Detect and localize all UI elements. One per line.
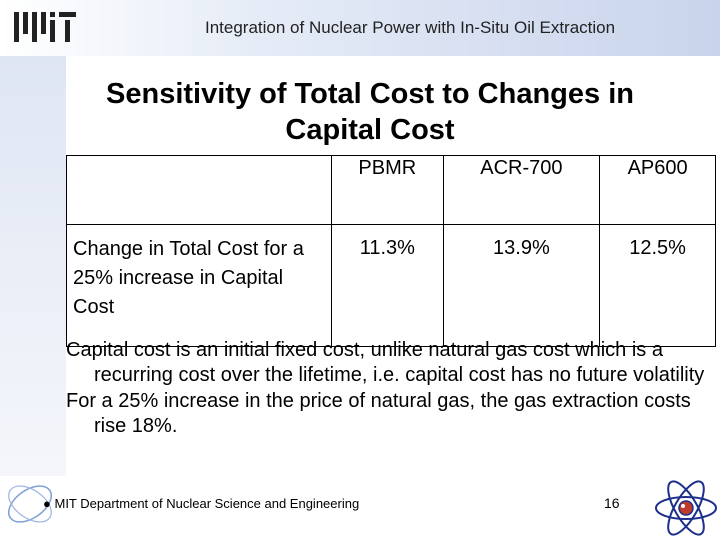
row-label: Change in Total Cost for a 25% increase … <box>66 224 332 347</box>
slide-title-line2: Capital Cost <box>285 114 455 146</box>
column-header-ap600: AP600 <box>599 155 716 225</box>
comparison-table: PBMR ACR-700 AP600 Change in Total Cost … <box>66 155 716 347</box>
value-pbmr: 11.3% <box>331 224 444 347</box>
bullet-item: For a 25% increase in the price of natur… <box>66 390 691 437</box>
header-title: Integration of Nuclear Power with In-Sit… <box>205 18 616 37</box>
table-corner-cell <box>66 155 332 225</box>
footer-department: ● MIT Department of Nuclear Science and … <box>43 496 359 511</box>
mit-logo <box>14 12 76 42</box>
header-band <box>0 0 720 56</box>
bullet-item: Capital cost is an initial fixed cost, u… <box>66 339 705 386</box>
footer-bullet: ● <box>43 496 51 511</box>
footer-department-text: MIT Department of Nuclear Science and En… <box>54 496 360 511</box>
table-row: Change in Total Cost for a 25% increase … <box>66 224 716 347</box>
page-number: 16 <box>604 495 620 511</box>
orbit-swirl-icon <box>8 485 52 523</box>
value-acr700: 13.9% <box>442 224 601 347</box>
atom-icon <box>655 480 717 536</box>
column-header-pbmr: PBMR <box>331 155 444 225</box>
value-ap600: 12.5% <box>599 224 716 347</box>
column-header-acr700: ACR-700 <box>442 155 601 225</box>
slide-title: Sensitivity of Total Cost to Changes in … <box>40 76 700 148</box>
slide-title-line1: Sensitivity of Total Cost to Changes in <box>106 78 634 110</box>
table-header-row: PBMR ACR-700 AP600 <box>66 155 716 225</box>
side-shade <box>0 56 66 476</box>
bullet-list: Capital cost is an initial fixed cost, u… <box>66 338 716 440</box>
